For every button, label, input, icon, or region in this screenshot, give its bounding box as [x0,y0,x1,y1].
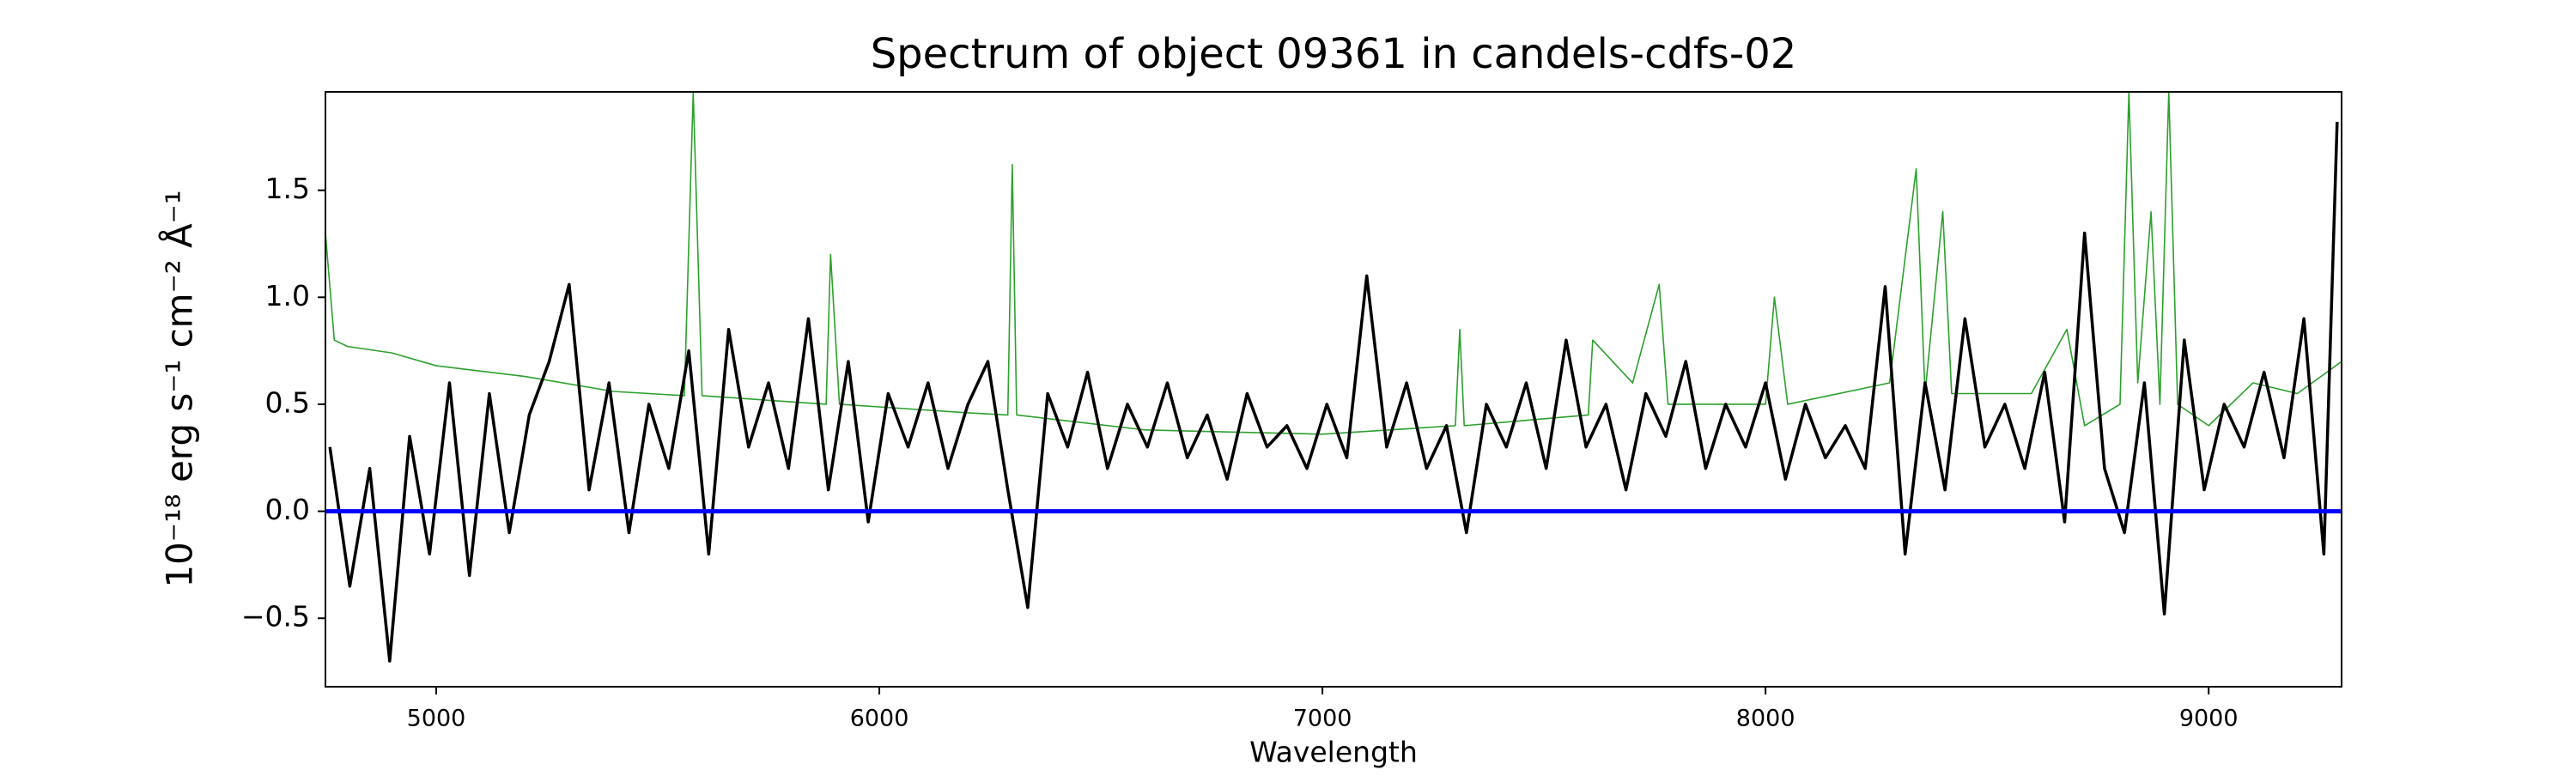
y-tick-label: 0.0 [265,493,310,526]
chart-title: Spectrum of object 09361 in candels-cdfs… [871,30,1797,78]
spectrum-line [328,121,2339,663]
y-axis-label: 10⁻¹⁸ erg s⁻¹ cm⁻² Å⁻¹ [158,190,201,587]
spectrum-line [325,92,2342,435]
x-tick-label: 6000 [850,706,909,732]
x-tick-label: 5000 [407,706,466,732]
y-tick-label: −0.5 [241,600,310,634]
y-tick-label: 1.5 [265,172,310,205]
x-tick-label: 7000 [1293,706,1352,732]
y-tick-label: 1.0 [265,279,310,312]
x-axis-label: Wavelength [1249,736,1418,769]
x-tick-label: 8000 [1736,706,1795,732]
x-tick-label: 9000 [2179,706,2239,732]
plot-frame [325,91,2342,688]
y-tick-label: 0.5 [265,385,310,419]
